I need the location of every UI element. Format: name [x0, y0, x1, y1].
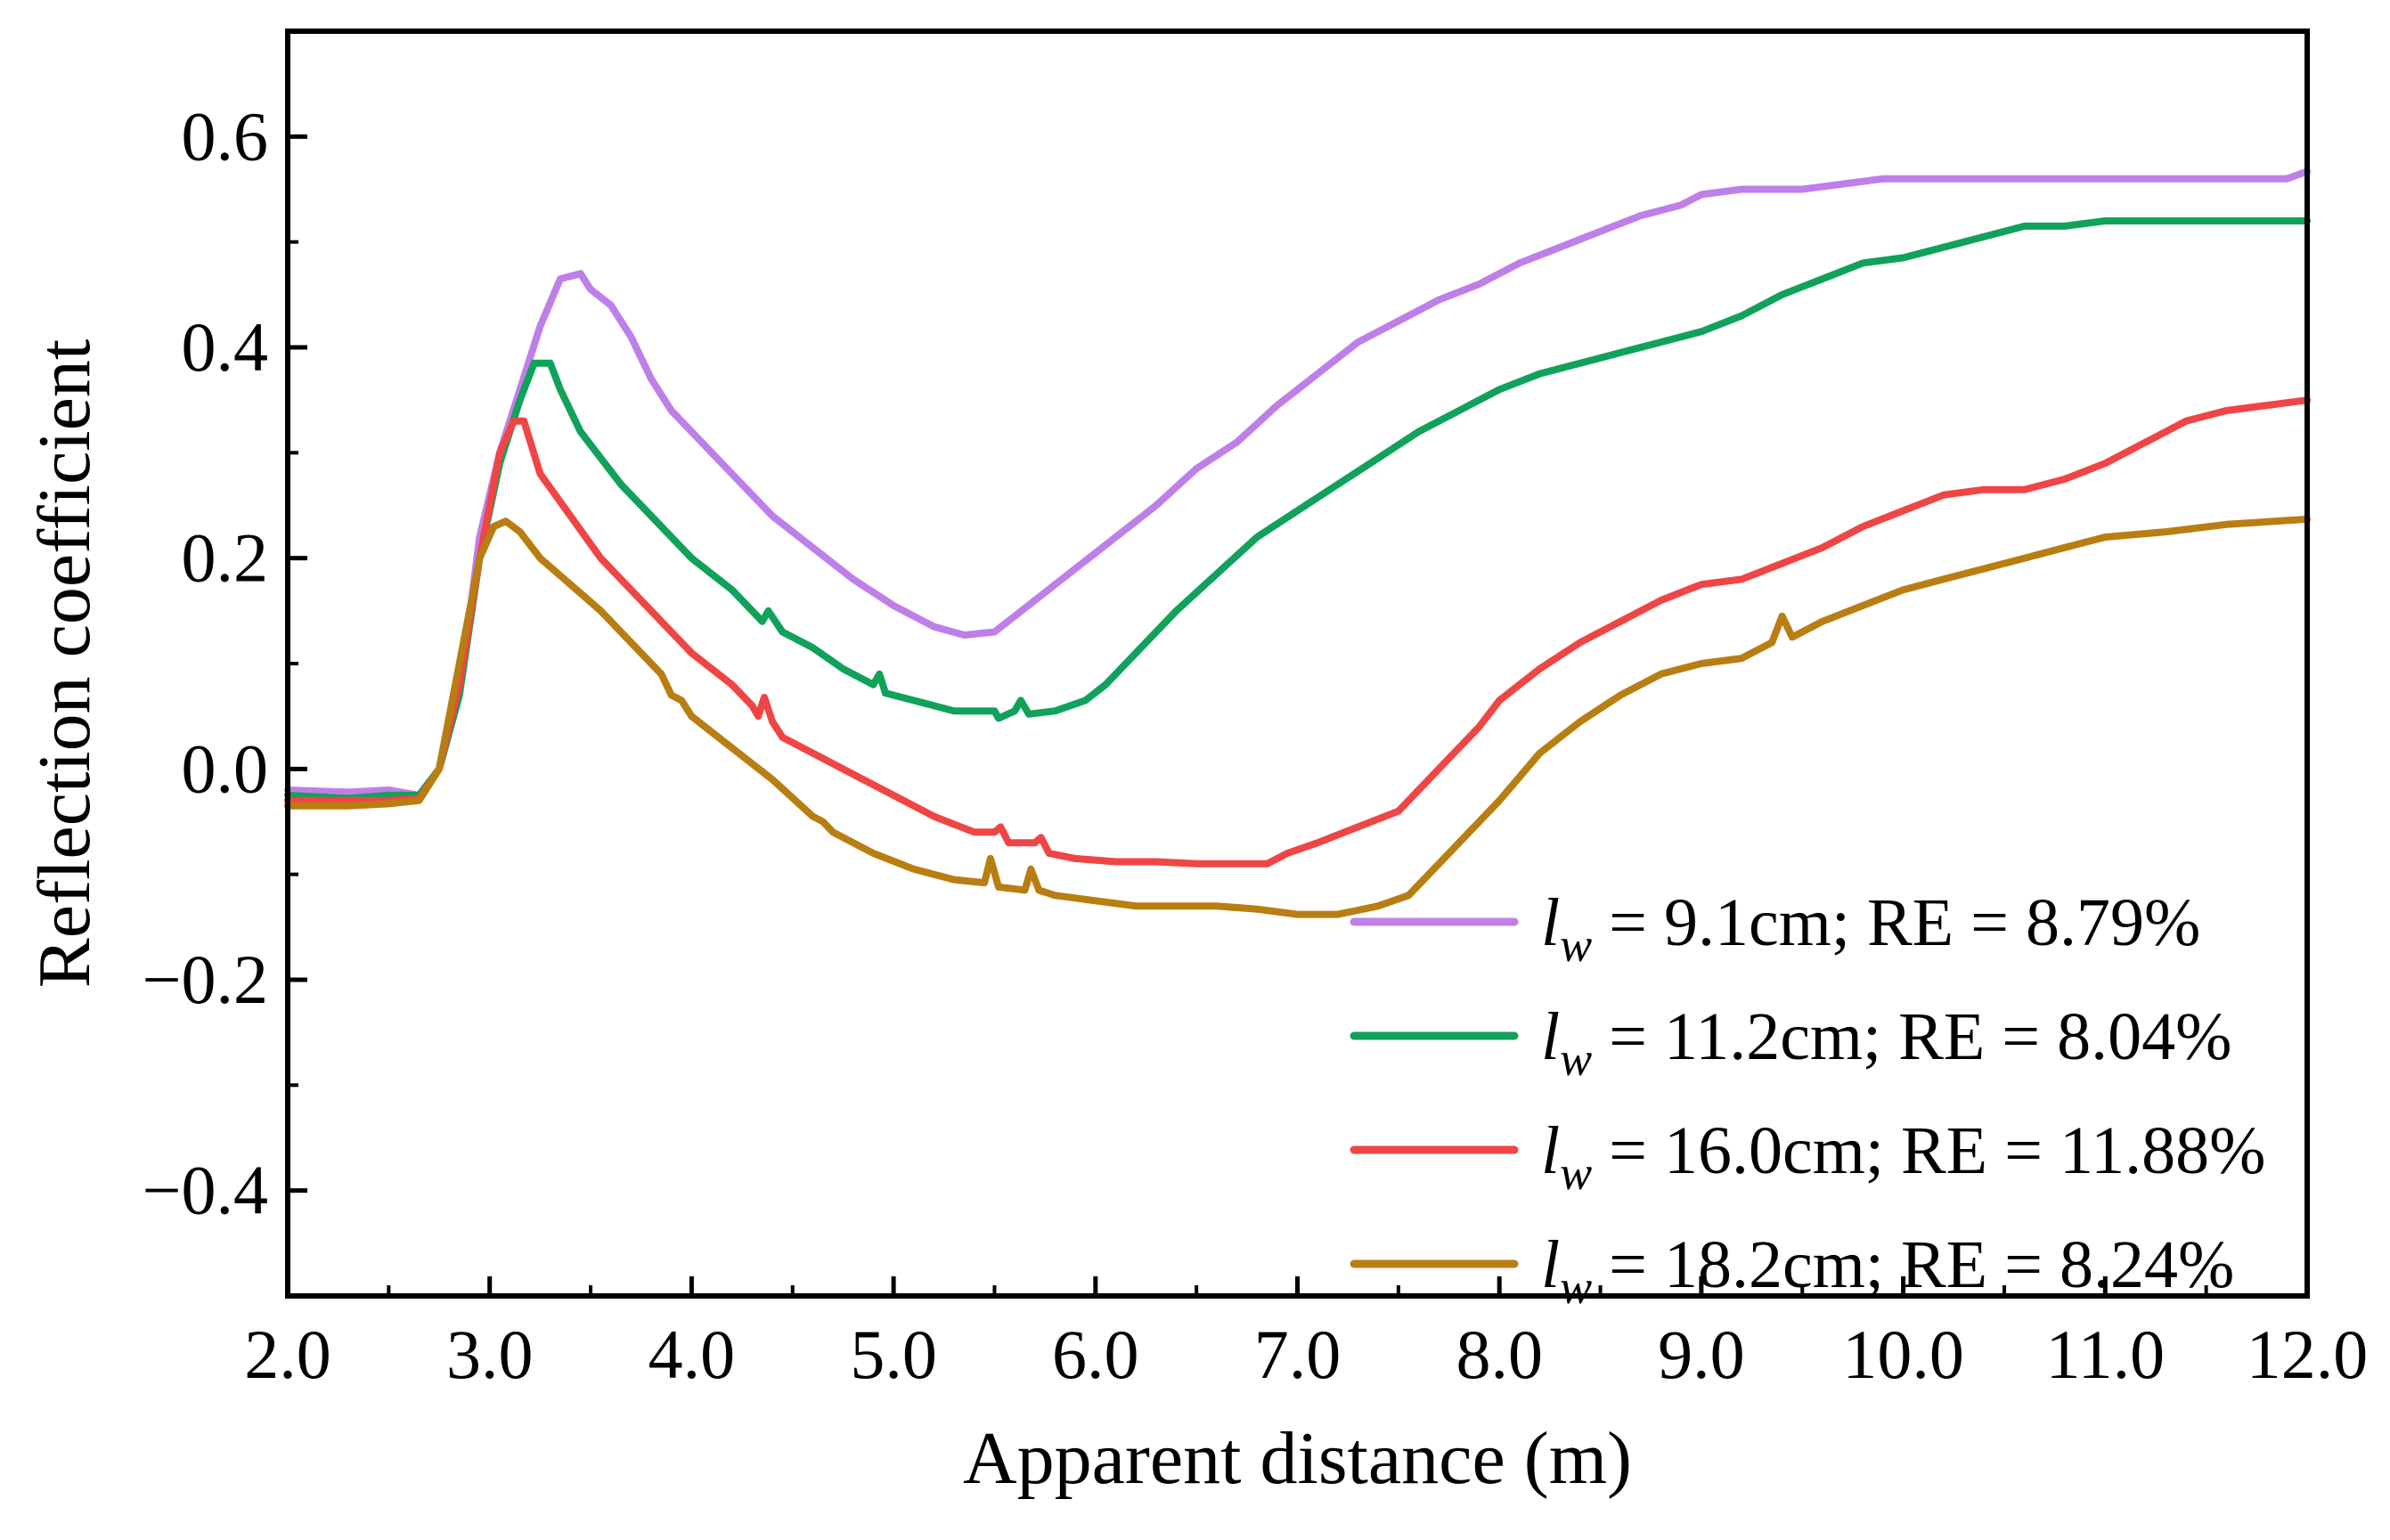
series-line-2 — [284, 396, 2311, 868]
y-axis: −0.4 −0.2 0.0 0.2 0.4 0.6 — [143, 29, 307, 1298]
legend-label-0: = 9.1cm; RE = 8.79% — [1592, 885, 2200, 960]
legend-var-2: l — [1541, 1113, 1560, 1188]
x-tick-label-3: 5.0 — [850, 1316, 937, 1393]
x-axis-title: Apparent distance (m) — [963, 1417, 1632, 1500]
x-tick-label-8: 10.0 — [1842, 1316, 1964, 1393]
legend-var-0: l — [1541, 885, 1560, 960]
x-tick-label-0: 2.0 — [244, 1316, 331, 1393]
y-tick-label-0: −0.4 — [143, 1152, 269, 1229]
y-axis-title: Reflection coefficient — [23, 339, 106, 988]
x-tick-label-7: 9.0 — [1658, 1316, 1745, 1393]
legend-label-3: = 18.2cm; RE = 8.24% — [1592, 1227, 2234, 1302]
x-axis: 2.0 3.0 4.0 5.0 6.0 7.0 8.0 9.0 10.0 11.0 12.0 — [244, 1276, 2368, 1393]
series-line-0 — [284, 167, 2311, 799]
x-tick-label-6: 8.0 — [1456, 1316, 1543, 1393]
x-tick-label-10: 12.0 — [2247, 1316, 2369, 1393]
x-tick-label-1: 3.0 — [446, 1316, 534, 1393]
x-tick-label-5: 7.0 — [1254, 1316, 1342, 1393]
y-tick-label-1: −0.2 — [143, 941, 269, 1018]
legend-entry-3: lw = 18.2cm; RE = 8.24% — [1541, 1227, 2234, 1314]
series-layer — [284, 167, 2311, 918]
series-line-1 — [284, 217, 2311, 803]
plot-frame — [285, 29, 2310, 1299]
legend-label-1: = 11.2cm; RE = 8.04% — [1592, 999, 2231, 1074]
y-tick-label-2: 0.0 — [182, 729, 269, 807]
y-tick-label-3: 0.2 — [182, 519, 269, 597]
x-tick-label-9: 11.0 — [2045, 1316, 2165, 1393]
legend-label-2: = 16.0cm; RE = 11.88% — [1592, 1113, 2265, 1188]
legend-var-3: l — [1541, 1227, 1560, 1302]
legend-sub-2: w — [1560, 1146, 1592, 1200]
legend: lw = 9.1cm; RE = 8.79%lw = 11.2cm; RE = … — [1350, 885, 2265, 1314]
x-tick-label-2: 4.0 — [648, 1316, 736, 1393]
legend-entry-0: lw = 9.1cm; RE = 8.79% — [1541, 885, 2200, 972]
legend-entry-2: lw = 16.0cm; RE = 11.88% — [1541, 1113, 2265, 1200]
y-tick-label-5: 0.6 — [182, 97, 269, 175]
legend-var-1: l — [1541, 999, 1560, 1074]
legend-sub-3: w — [1560, 1260, 1592, 1314]
legend-sub-0: w — [1560, 918, 1592, 972]
x-tick-label-4: 6.0 — [1052, 1316, 1139, 1393]
legend-sub-1: w — [1560, 1032, 1592, 1086]
legend-entry-1: lw = 11.2cm; RE = 8.04% — [1541, 999, 2231, 1086]
series-line-3 — [284, 515, 2311, 918]
y-tick-label-4: 0.4 — [182, 308, 269, 386]
